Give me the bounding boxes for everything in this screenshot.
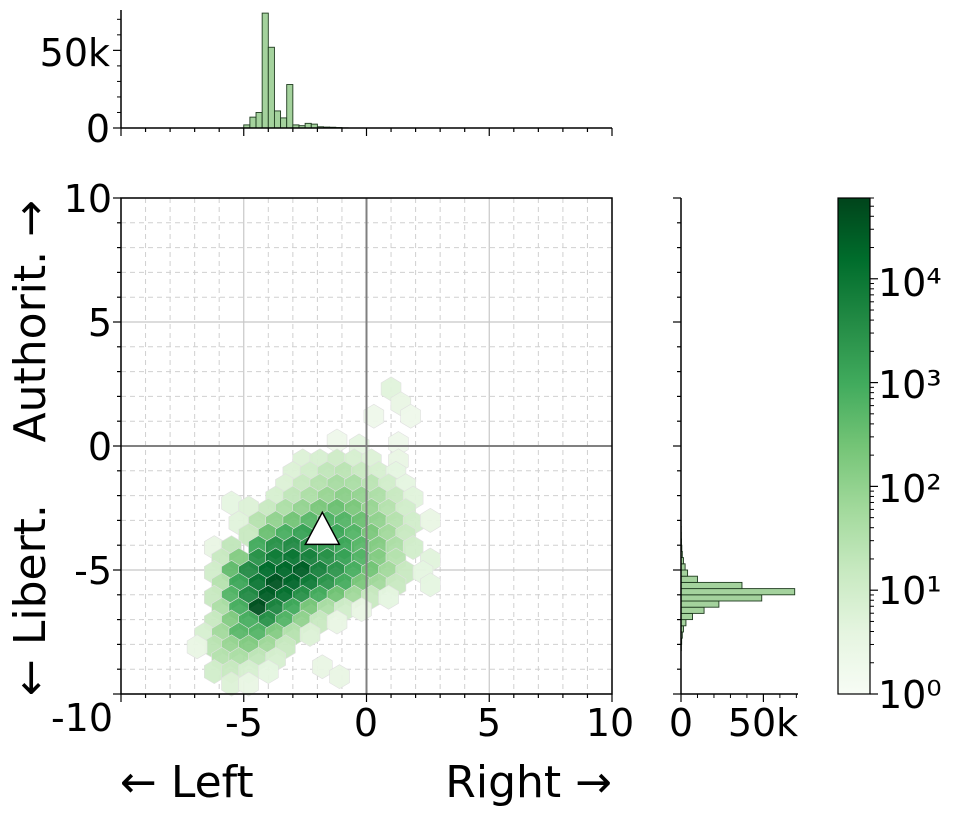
colorbar-tick-label: 10³ xyxy=(878,363,942,407)
top-hist-y-tick-label: 0 xyxy=(86,107,110,151)
colorbar-tick-label: 10⁴ xyxy=(878,261,942,305)
right-histogram-bar xyxy=(680,606,705,614)
x-tick-label: -5 xyxy=(225,701,263,745)
x-tick-label: 10 xyxy=(586,701,634,745)
hexbin-cell xyxy=(238,671,259,697)
hexbin-cell xyxy=(299,622,321,647)
colorbar: 10⁰ 10¹ 10² 10³ 10⁴ xyxy=(837,197,942,717)
colorbar-gradient xyxy=(837,197,871,695)
top-histogram-bar xyxy=(261,12,269,129)
right-histogram-bar xyxy=(680,581,743,590)
y-tick-label: 5 xyxy=(88,301,112,345)
colorbar-tick-label: 10¹ xyxy=(878,569,942,613)
hexbin-cell xyxy=(326,609,348,635)
hexbin-cell xyxy=(257,659,279,685)
top-histogram-bar xyxy=(255,112,263,129)
hexbin-cell xyxy=(420,572,441,598)
top-histogram-bar xyxy=(286,84,294,129)
hexbin-cell xyxy=(186,634,208,660)
right-histogram-bar xyxy=(680,575,698,583)
right-histogram-bar xyxy=(680,600,720,608)
hexbin-cells xyxy=(186,376,441,697)
hexbin-cell xyxy=(400,403,421,429)
y-axis-label-bottom: ← Libert. xyxy=(5,504,56,696)
x-tick-label: 0 xyxy=(354,701,378,745)
right-histogram-bar xyxy=(680,569,689,577)
y-axis-label-top: Authorit. → xyxy=(5,200,56,442)
main-hexbin-plot: 10 5 0 -5 -10 -5 0 5 10 ← Left Right → ←… xyxy=(5,177,634,808)
x-tick-label: 5 xyxy=(477,701,501,745)
mean-triangle-marker xyxy=(304,510,341,546)
y-tick-label: 0 xyxy=(88,425,112,469)
right-histogram-bar xyxy=(680,594,763,602)
x-axis-label-left: ← Left xyxy=(120,757,254,808)
top-histogram-bar xyxy=(249,116,257,129)
colorbar-tick-label: 10⁰ xyxy=(878,673,942,717)
y-tick-label: -5 xyxy=(74,549,112,593)
right-hist-x-tick-label: 0 xyxy=(669,701,693,745)
right-histogram-bar xyxy=(680,612,693,621)
hexbin-cell xyxy=(312,654,333,680)
colorbar-tick-label: 10² xyxy=(878,467,942,511)
hexbin-cell xyxy=(378,584,399,610)
top-marginal-histogram: 0 50k xyxy=(40,10,613,151)
hexbin-cell xyxy=(329,664,350,690)
top-hist-y-tick-label: 50k xyxy=(40,31,110,75)
x-tick-label: -10 xyxy=(51,696,113,740)
right-hist-x-tick-label: 50k xyxy=(728,701,798,745)
x-axis-label-right: Right → xyxy=(445,757,612,808)
top-histogram-bar xyxy=(267,46,275,129)
top-histogram-bars xyxy=(243,12,349,129)
hexbin-cell xyxy=(363,403,385,429)
right-histogram-bar xyxy=(680,588,796,596)
top-histogram-bar xyxy=(280,117,288,129)
top-histogram-bar xyxy=(273,110,282,129)
right-marginal-histogram: 0 50k xyxy=(669,197,798,745)
y-tick-label: 10 xyxy=(64,177,112,221)
hexbin-cell xyxy=(402,535,424,561)
hexbin-cell xyxy=(420,507,441,533)
right-histogram-bars xyxy=(680,513,796,652)
